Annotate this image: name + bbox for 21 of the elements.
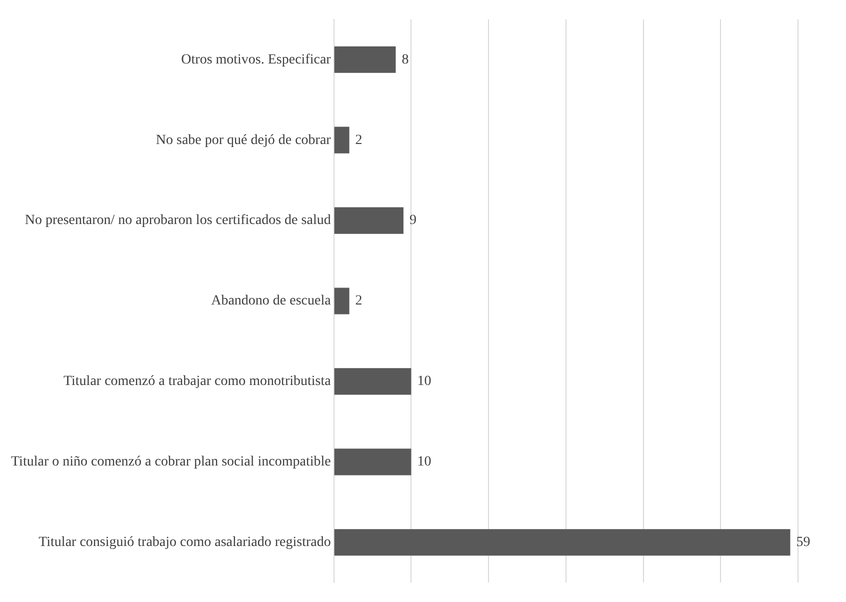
bar bbox=[334, 448, 412, 476]
y-tick-label: No presentaron/ no aprobaron los certificados de salud bbox=[24, 213, 331, 228]
data-label: 2 bbox=[355, 132, 362, 148]
bar bbox=[334, 207, 404, 234]
data-label: 9 bbox=[409, 213, 416, 228]
data-label: 8 bbox=[402, 52, 409, 68]
bar bbox=[334, 46, 396, 73]
data-label: 59 bbox=[796, 535, 810, 550]
y-tick-label: Titular comenzó a trabajar como monotributista bbox=[63, 374, 332, 390]
y-tick-label: No sabe por qué dejó de cobrar bbox=[156, 132, 332, 148]
bar bbox=[334, 288, 350, 314]
data-label: 2 bbox=[355, 294, 362, 309]
y-tick-label: Titular consiguió trabajo como asalariado registrado bbox=[38, 535, 331, 550]
bar bbox=[334, 368, 412, 395]
bar bbox=[334, 126, 350, 154]
bar bbox=[334, 529, 790, 556]
data-label: 10 bbox=[417, 454, 432, 470]
y-tick-label: Abandono de escuela bbox=[211, 294, 332, 309]
y-tick-label: Titular o niño comenzó a cobrar plan social incompatible bbox=[10, 454, 331, 470]
data-label: 10 bbox=[417, 374, 432, 390]
y-tick-label: Otros motivos. Especificar bbox=[181, 52, 332, 68]
